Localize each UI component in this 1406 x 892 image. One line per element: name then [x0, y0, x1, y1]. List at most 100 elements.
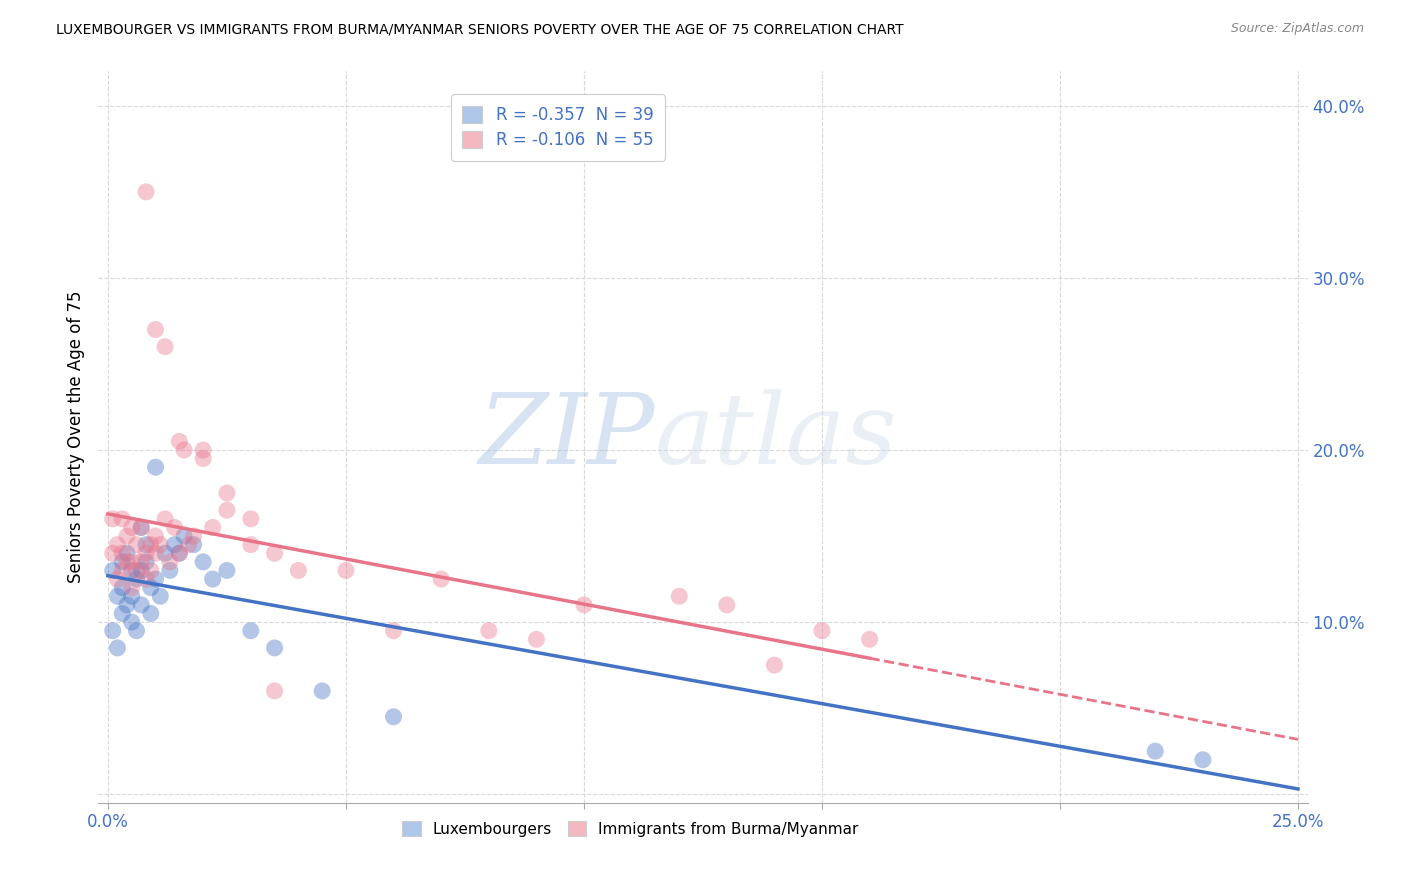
Point — [153, 340, 176, 354]
Legend: Luxembourgers, Immigrants from Burma/Myanmar: Luxembourgers, Immigrants from Burma/Mya… — [396, 814, 865, 843]
Point — [716, 598, 738, 612]
Point — [121, 564, 143, 578]
Point — [382, 710, 405, 724]
Point — [121, 581, 143, 595]
Point — [263, 684, 285, 698]
Point — [572, 598, 595, 612]
Point — [107, 589, 129, 603]
Point — [311, 684, 333, 698]
Point — [139, 538, 162, 552]
Point — [111, 564, 134, 578]
Point — [173, 529, 195, 543]
Point — [145, 529, 167, 543]
Point — [859, 632, 882, 647]
Point — [129, 564, 152, 578]
Point — [201, 572, 224, 586]
Point — [1192, 753, 1215, 767]
Point — [263, 640, 285, 655]
Point — [1144, 744, 1167, 758]
Point — [125, 624, 148, 638]
Point — [135, 538, 157, 552]
Point — [107, 538, 129, 552]
Point — [115, 529, 138, 543]
Point — [287, 564, 309, 578]
Point — [215, 503, 238, 517]
Point — [129, 555, 152, 569]
Point — [125, 572, 148, 586]
Point — [145, 572, 167, 586]
Point — [111, 581, 134, 595]
Point — [201, 520, 224, 534]
Point — [811, 624, 834, 638]
Y-axis label: Seniors Poverty Over the Age of 75: Seniors Poverty Over the Age of 75 — [66, 291, 84, 583]
Text: ZIP: ZIP — [478, 390, 655, 484]
Point — [121, 615, 143, 629]
Point — [121, 520, 143, 534]
Point — [173, 442, 195, 457]
Point — [107, 640, 129, 655]
Point — [111, 607, 134, 621]
Point — [115, 598, 138, 612]
Point — [335, 564, 357, 578]
Point — [139, 607, 162, 621]
Point — [163, 538, 186, 552]
Point — [145, 546, 167, 560]
Point — [135, 185, 157, 199]
Point — [101, 564, 124, 578]
Point — [121, 589, 143, 603]
Point — [239, 624, 262, 638]
Text: atlas: atlas — [655, 390, 897, 484]
Point — [135, 572, 157, 586]
Point — [129, 598, 152, 612]
Point — [668, 589, 690, 603]
Point — [263, 546, 285, 560]
Point — [183, 538, 205, 552]
Point — [107, 572, 129, 586]
Point — [111, 555, 134, 569]
Point — [101, 624, 124, 638]
Point — [111, 512, 134, 526]
Point — [191, 451, 214, 466]
Point — [153, 546, 176, 560]
Point — [382, 624, 405, 638]
Point — [153, 512, 176, 526]
Point — [524, 632, 547, 647]
Point — [115, 546, 138, 560]
Text: LUXEMBOURGER VS IMMIGRANTS FROM BURMA/MYANMAR SENIORS POVERTY OVER THE AGE OF 75: LUXEMBOURGER VS IMMIGRANTS FROM BURMA/MY… — [56, 22, 904, 37]
Point — [478, 624, 501, 638]
Point — [239, 512, 262, 526]
Point — [169, 546, 191, 560]
Point — [169, 546, 191, 560]
Point — [129, 520, 152, 534]
Point — [129, 520, 152, 534]
Point — [159, 555, 181, 569]
Point — [145, 322, 167, 336]
Point — [121, 555, 143, 569]
Point — [115, 555, 138, 569]
Point — [430, 572, 453, 586]
Point — [149, 538, 172, 552]
Point — [215, 486, 238, 500]
Point — [101, 546, 124, 560]
Point — [135, 546, 157, 560]
Point — [763, 658, 786, 673]
Point — [177, 538, 200, 552]
Point — [101, 512, 124, 526]
Point — [191, 442, 214, 457]
Point — [125, 538, 148, 552]
Point — [183, 529, 205, 543]
Text: Source: ZipAtlas.com: Source: ZipAtlas.com — [1230, 22, 1364, 36]
Point — [139, 581, 162, 595]
Point — [111, 546, 134, 560]
Point — [149, 589, 172, 603]
Point — [239, 538, 262, 552]
Point — [139, 564, 162, 578]
Point — [169, 434, 191, 449]
Point — [191, 555, 214, 569]
Point — [125, 564, 148, 578]
Point — [215, 564, 238, 578]
Point — [163, 520, 186, 534]
Point — [159, 564, 181, 578]
Point — [135, 555, 157, 569]
Point — [145, 460, 167, 475]
